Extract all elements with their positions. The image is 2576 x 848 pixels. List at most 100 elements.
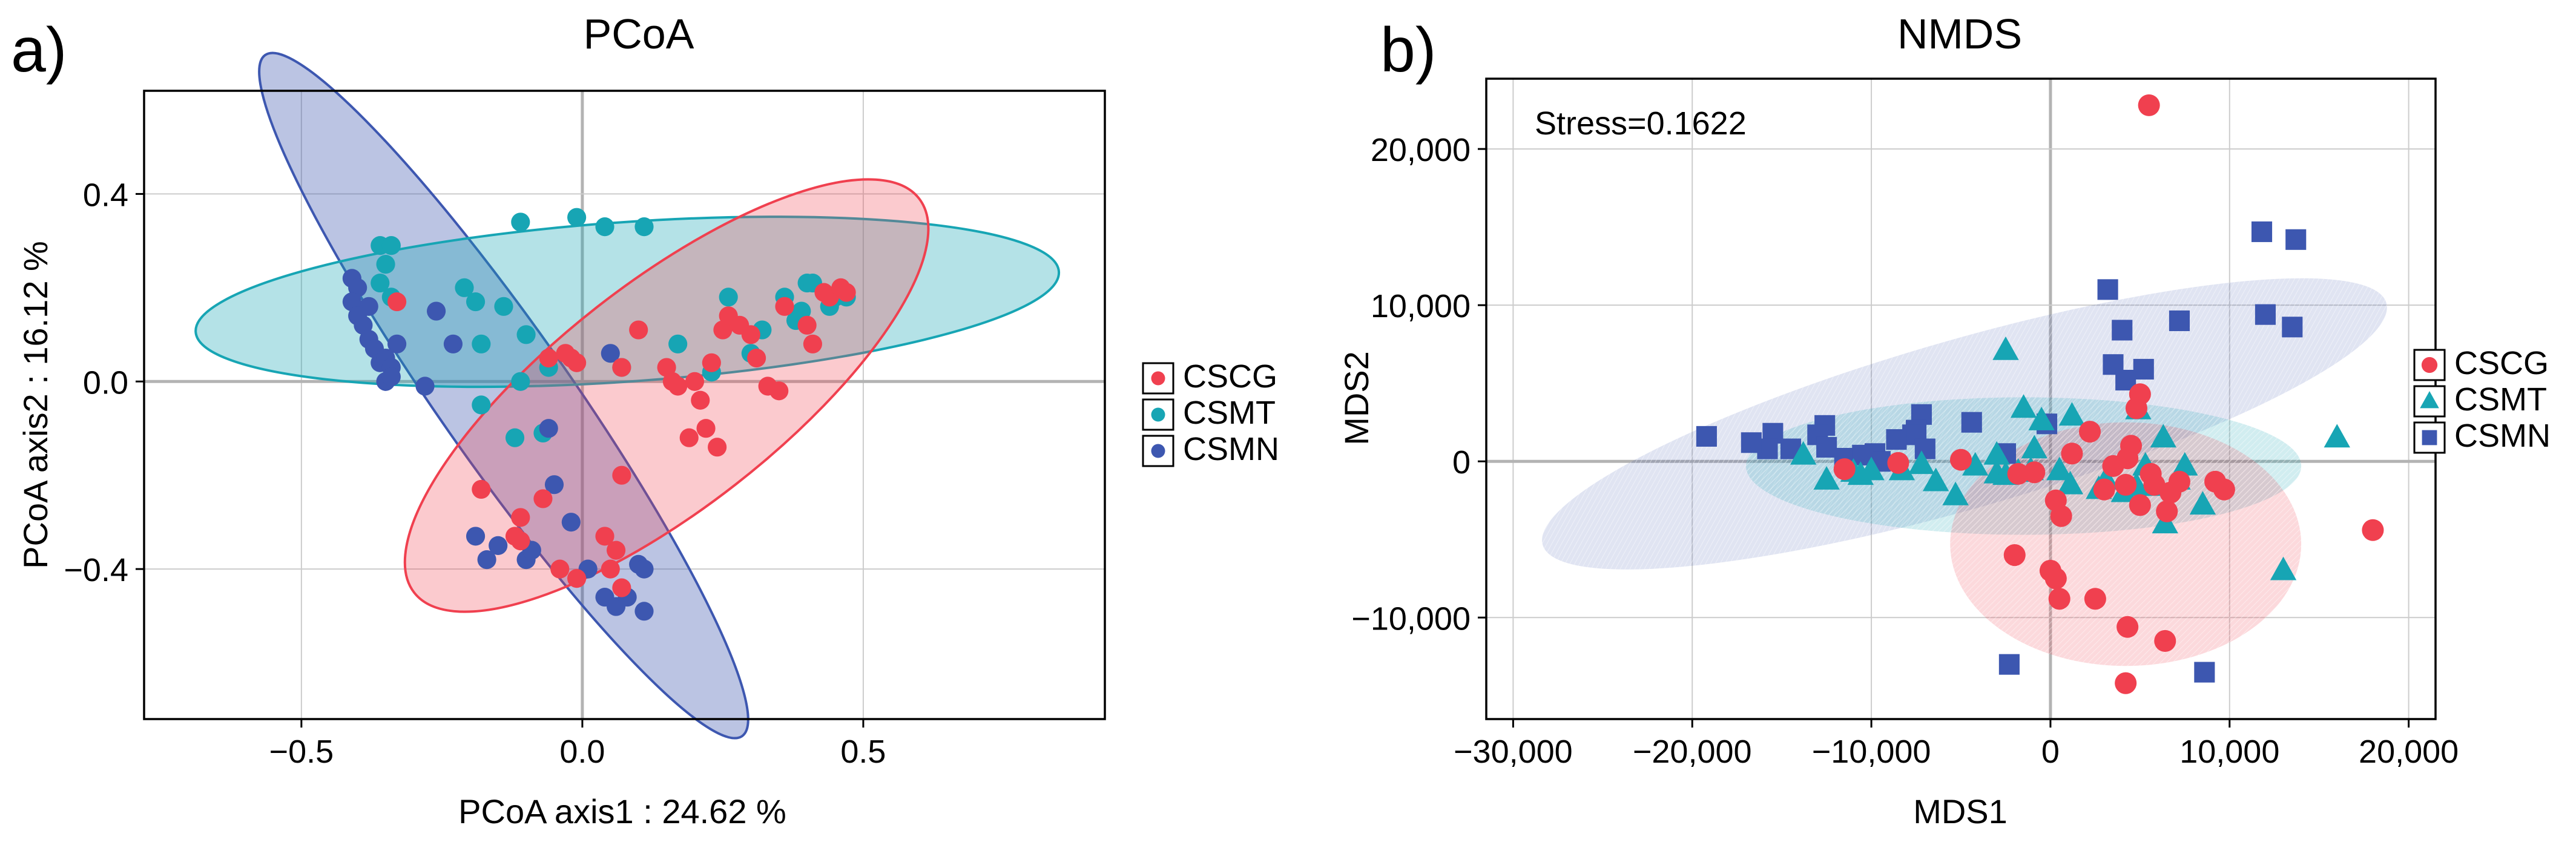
point-csmn xyxy=(539,419,558,438)
point-csmn xyxy=(1741,432,1762,453)
y-tick-label: 20,000 xyxy=(1371,132,1471,168)
ellipse-csmt xyxy=(194,215,1061,389)
legend-label-csmt: CSMT xyxy=(1183,395,1276,431)
point-csmn xyxy=(2097,279,2118,300)
point-csmt xyxy=(567,208,587,227)
point-cscg xyxy=(668,376,688,396)
point-cscg xyxy=(612,465,631,485)
point-cscg xyxy=(1887,452,1909,474)
point-csmt xyxy=(1790,441,1817,465)
point-cscg xyxy=(2138,94,2160,116)
point-cscg xyxy=(696,419,716,438)
point-csmt xyxy=(1813,465,1840,490)
pcoa-x-axis-label: PCoA axis1 : 24.62 % xyxy=(458,792,786,830)
point-cscg xyxy=(595,527,614,546)
point-cscg xyxy=(511,531,530,551)
x-tick-label: 0.5 xyxy=(840,734,886,770)
point-csmt xyxy=(505,428,525,447)
y-tick-label: −0.4 xyxy=(64,552,128,588)
point-cscg xyxy=(769,381,789,401)
point-cscg xyxy=(2156,500,2178,522)
legend-marker-csmn xyxy=(1151,444,1165,458)
point-csmn xyxy=(415,376,435,396)
point-csmn xyxy=(2112,320,2133,341)
point-csmn xyxy=(634,559,654,579)
point-cscg xyxy=(2003,544,2026,567)
point-cscg xyxy=(550,559,570,579)
y-tick-label: 0.0 xyxy=(83,364,128,401)
point-csmn xyxy=(2194,662,2215,683)
point-cscg xyxy=(1949,449,1972,471)
point-cscg xyxy=(2084,588,2106,610)
point-cscg xyxy=(2061,442,2083,465)
point-csmt xyxy=(455,278,474,297)
point-csmn xyxy=(2282,317,2303,338)
x-tick-label: 0.0 xyxy=(559,734,605,770)
point-csmt xyxy=(1922,467,1949,491)
pcoa-title: PCoA xyxy=(584,10,694,58)
point-csmt xyxy=(634,217,654,237)
point-cscg xyxy=(2048,588,2070,610)
nmds-y-axis: −10,000 0 10,000 20,000 xyxy=(1351,132,1486,637)
point-csmt xyxy=(2270,556,2297,580)
point-cscg xyxy=(387,292,407,312)
point-csmt xyxy=(2057,470,2084,495)
point-csmn xyxy=(387,334,407,353)
legend-label-csmn: CSMN xyxy=(2454,418,2551,454)
point-cscg xyxy=(1833,458,1856,481)
point-cscg xyxy=(803,334,822,353)
legend-label-csmt: CSMT xyxy=(2454,381,2547,418)
point-csmt xyxy=(668,334,688,353)
point-cscg xyxy=(708,438,727,457)
point-csmt xyxy=(1942,481,1969,505)
point-csmn xyxy=(2255,304,2276,325)
x-tick-label: 20,000 xyxy=(2359,734,2459,770)
x-tick-label: −10,000 xyxy=(1812,734,1931,770)
point-csmt xyxy=(472,334,491,353)
point-cscg xyxy=(2007,462,2029,485)
point-cscg xyxy=(741,325,760,344)
pcoa-ellipses xyxy=(194,51,1061,740)
point-cscg xyxy=(629,320,648,340)
point-csmn xyxy=(1961,412,1982,433)
pcoa-plot-frame xyxy=(143,90,1106,720)
point-csmt xyxy=(2010,394,2037,418)
point-cscg xyxy=(2023,461,2046,484)
point-cscg xyxy=(612,578,631,597)
y-tick-label: 10,000 xyxy=(1371,288,1471,324)
point-csmt xyxy=(2021,435,2047,459)
point-cscg xyxy=(2116,447,2139,470)
point-cscg xyxy=(601,559,620,579)
legend-marker-csmn xyxy=(2422,430,2437,445)
point-cscg xyxy=(685,372,705,391)
pcoa-y-axis-label: PCoA axis2 : 16.12 % xyxy=(16,241,54,569)
point-cscg xyxy=(2093,478,2115,501)
legend-marker-csmt xyxy=(2420,391,2439,409)
pcoa-x-axis: −0.5 0.0 0.5 xyxy=(269,719,886,770)
point-cscg xyxy=(797,315,817,335)
point-csmn xyxy=(1886,429,1907,450)
point-cscg xyxy=(702,353,721,372)
point-csmn xyxy=(443,334,463,353)
point-csmn xyxy=(1696,426,1717,447)
point-cscg xyxy=(2143,473,2166,496)
point-csmn xyxy=(489,536,508,555)
nmds-points xyxy=(1696,94,2384,694)
legend-label-cscg: CSCG xyxy=(2454,345,2549,381)
y-tick-label: −10,000 xyxy=(1351,600,1471,637)
point-csmt xyxy=(2189,491,2216,515)
point-cscg xyxy=(539,348,558,368)
pcoa-points xyxy=(342,208,856,621)
point-cscg xyxy=(2129,494,2151,516)
panel-label-a: a) xyxy=(11,15,67,85)
x-tick-label: 10,000 xyxy=(2179,734,2279,770)
point-cscg xyxy=(747,348,766,368)
panel-label-b: b) xyxy=(1380,15,1436,85)
point-csmn xyxy=(2169,310,2190,332)
point-cscg xyxy=(567,353,587,372)
point-cscg xyxy=(567,569,587,588)
point-csmn xyxy=(601,344,620,363)
point-cscg xyxy=(2213,478,2235,501)
point-csmt xyxy=(494,297,513,316)
